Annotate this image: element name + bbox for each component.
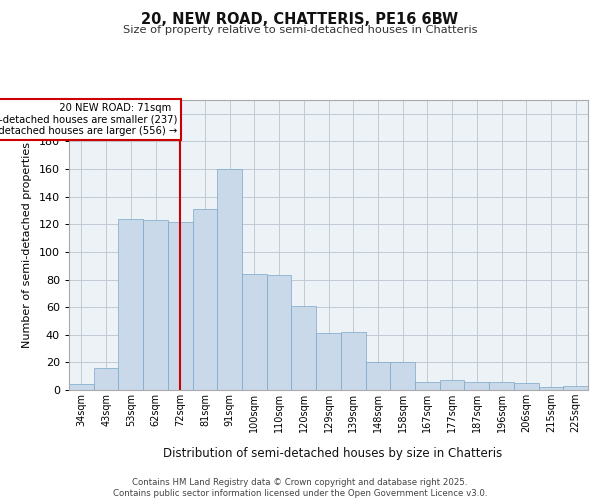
Bar — [440, 380, 464, 390]
Bar — [69, 384, 94, 390]
Y-axis label: Number of semi-detached properties: Number of semi-detached properties — [22, 142, 32, 348]
Text: Contains HM Land Registry data © Crown copyright and database right 2025.
Contai: Contains HM Land Registry data © Crown c… — [113, 478, 487, 498]
Bar — [267, 276, 292, 390]
Bar — [242, 274, 267, 390]
Bar — [316, 334, 341, 390]
Bar — [143, 220, 168, 390]
Bar — [193, 209, 217, 390]
Text: Distribution of semi-detached houses by size in Chatteris: Distribution of semi-detached houses by … — [163, 448, 503, 460]
Bar — [539, 387, 563, 390]
Bar — [390, 362, 415, 390]
Bar — [217, 169, 242, 390]
Bar — [94, 368, 118, 390]
Bar — [341, 332, 365, 390]
Bar — [563, 386, 588, 390]
Text: 20 NEW ROAD: 71sqm  
← 30% of semi-detached houses are smaller (237)
70% of semi: 20 NEW ROAD: 71sqm ← 30% of semi-detache… — [0, 103, 178, 136]
Text: Size of property relative to semi-detached houses in Chatteris: Size of property relative to semi-detach… — [123, 25, 477, 35]
Bar — [464, 382, 489, 390]
Bar — [514, 383, 539, 390]
Bar — [168, 222, 193, 390]
Bar — [118, 219, 143, 390]
Text: 20, NEW ROAD, CHATTERIS, PE16 6BW: 20, NEW ROAD, CHATTERIS, PE16 6BW — [142, 12, 458, 28]
Bar — [415, 382, 440, 390]
Bar — [292, 306, 316, 390]
Bar — [365, 362, 390, 390]
Bar — [489, 382, 514, 390]
